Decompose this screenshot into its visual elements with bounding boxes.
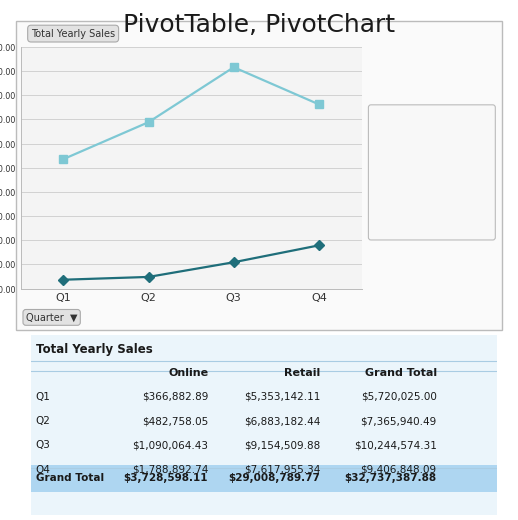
Text: $5,353,142.11: $5,353,142.11 <box>244 392 320 402</box>
Text: Q1: Q1 <box>36 392 51 402</box>
Bar <box>31 464 497 492</box>
Text: Online: Online <box>423 166 456 176</box>
Text: $1,090,064.43: $1,090,064.43 <box>132 440 208 450</box>
Text: Retail: Retail <box>423 200 452 210</box>
Text: Q4: Q4 <box>36 464 51 475</box>
Text: $5,720,025.00: $5,720,025.00 <box>361 392 437 402</box>
Text: $29,008,789.77: $29,008,789.77 <box>228 473 320 483</box>
Text: $7,617,955.34: $7,617,955.34 <box>244 464 320 475</box>
Text: Total Yearly Sales: Total Yearly Sales <box>31 29 115 38</box>
Text: $6,883,182.44: $6,883,182.44 <box>244 416 320 426</box>
Text: $9,154,509.88: $9,154,509.88 <box>244 440 320 450</box>
Text: Grand Total: Grand Total <box>365 368 437 378</box>
Text: OnlineRetail  ▼: OnlineRetail ▼ <box>373 110 441 119</box>
Text: $32,737,387.88: $32,737,387.88 <box>344 473 437 483</box>
Text: Q3: Q3 <box>36 440 51 450</box>
Text: Q2: Q2 <box>36 416 51 426</box>
Text: Grand Total: Grand Total <box>36 473 104 483</box>
Text: $482,758.05: $482,758.05 <box>142 416 208 426</box>
Text: $9,406,848.09: $9,406,848.09 <box>361 464 437 475</box>
Text: $7,365,940.49: $7,365,940.49 <box>361 416 437 426</box>
Text: Retail: Retail <box>284 368 320 378</box>
Text: $366,882.89: $366,882.89 <box>142 392 208 402</box>
Text: $1,788,892.74: $1,788,892.74 <box>132 464 208 475</box>
Text: PivotTable, PivotChart: PivotTable, PivotChart <box>123 13 395 37</box>
Text: $10,244,574.31: $10,244,574.31 <box>354 440 437 450</box>
Text: Online: Online <box>168 368 208 378</box>
Text: Quarter  ▼: Quarter ▼ <box>26 313 77 322</box>
Text: Total Yearly Sales: Total Yearly Sales <box>36 344 152 357</box>
Text: $3,728,598.11: $3,728,598.11 <box>124 473 208 483</box>
